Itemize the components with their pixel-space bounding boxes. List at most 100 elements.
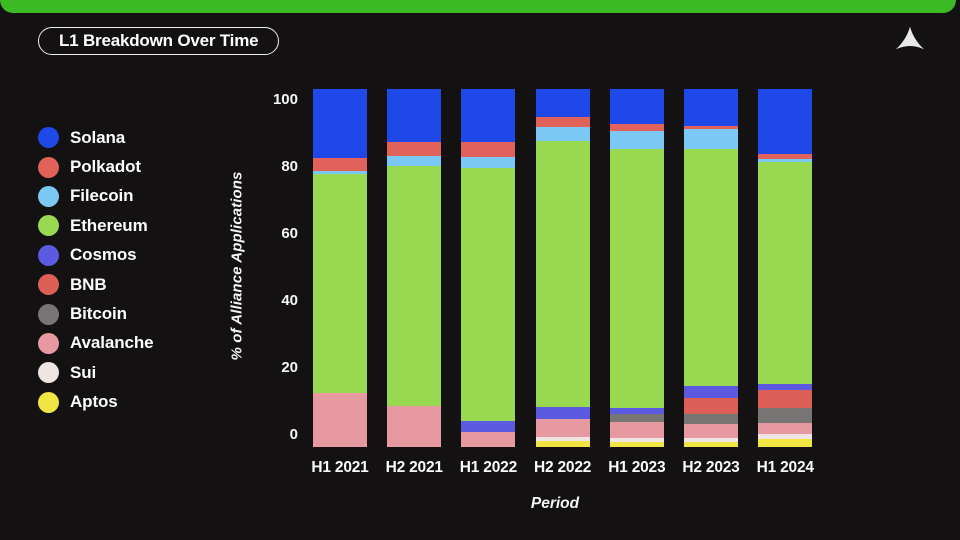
bar-segment-polkadot — [461, 141, 516, 157]
legend-swatch-icon — [38, 244, 59, 266]
bar-segment-bnb — [684, 397, 738, 415]
bar-segment-filecoin — [758, 158, 813, 163]
legend-item-sui: Sui — [38, 358, 154, 387]
bar-segment-filecoin — [461, 156, 516, 169]
bar-segment-solana — [461, 89, 516, 142]
legend-label: Polkadot — [70, 157, 141, 177]
bar-segment-bnb — [758, 390, 813, 409]
bar-segment-aptos — [684, 441, 738, 447]
bar-segment-sui — [758, 434, 813, 440]
legend-item-polkadot: Polkadot — [38, 152, 154, 181]
bar-segment-cosmos — [684, 385, 738, 398]
stacked-bar-h1-2022 — [461, 89, 516, 447]
bar-segment-ethereum — [387, 165, 442, 406]
bar-segment-cosmos — [609, 408, 664, 414]
legend-swatch-icon — [38, 127, 59, 149]
bar-segment-cosmos — [758, 384, 813, 391]
bar-segment-avalanche — [387, 405, 442, 447]
page-title: L1 Breakdown Over Time — [59, 31, 259, 50]
top-banner — [0, 0, 956, 13]
legend-item-solana: Solana — [38, 123, 154, 152]
bar-segment-ethereum — [461, 168, 516, 421]
legend-item-bitcoin: Bitcoin — [38, 299, 154, 328]
bar-segment-solana — [535, 89, 590, 118]
bar-segment-filecoin — [609, 130, 664, 150]
legend-label: Cosmos — [70, 245, 137, 265]
y-tick-label: 0 — [289, 426, 298, 443]
stacked-bar-h1-2024 — [758, 89, 813, 447]
bar-segment-bitcoin — [609, 413, 664, 422]
bar-segment-sui — [535, 437, 590, 441]
bar-segment-filecoin — [387, 155, 442, 166]
legend-label: Ethereum — [70, 215, 148, 235]
bar-segment-avalanche — [313, 392, 367, 447]
legend-swatch-icon — [38, 362, 59, 384]
legend-item-aptos: Aptos — [38, 388, 154, 417]
legend-item-ethereum: Ethereum — [38, 211, 154, 240]
bar-segment-ethereum — [758, 162, 813, 385]
legend-item-filecoin: Filecoin — [38, 182, 154, 211]
legend-swatch-icon — [38, 274, 59, 296]
y-tick-label: 100 — [272, 91, 298, 108]
bar-segment-cosmos — [535, 406, 590, 419]
bar-segment-polkadot — [609, 124, 664, 131]
bar-segment-bitcoin — [684, 414, 738, 425]
stacked-bar-h2-2021 — [387, 89, 442, 447]
bar-segment-avalanche — [535, 418, 590, 438]
bar-segment-solana — [758, 89, 813, 154]
legend-swatch-icon — [38, 332, 59, 354]
bar-segment-polkadot — [684, 125, 738, 129]
y-tick-label: 40 — [281, 292, 298, 309]
legend-item-bnb: BNB — [38, 270, 154, 299]
bar-segment-ethereum — [609, 149, 664, 409]
stacked-bar-h2-2022 — [535, 89, 590, 447]
legend-label: Sui — [70, 362, 97, 382]
alliance-triangle-logo-icon — [895, 26, 925, 50]
legend-swatch-icon — [38, 303, 59, 325]
chart-legend: Solana Polkadot Filecoin Ethereum Cosmos BNB B… — [38, 123, 154, 417]
legend-label: Filecoin — [70, 186, 134, 206]
bar-segment-aptos — [609, 441, 664, 447]
bar-segment-avalanche — [461, 432, 516, 447]
chart-title-badge: L1 Breakdown Over Time — [38, 27, 280, 55]
legend-swatch-icon — [38, 185, 59, 207]
bar-segment-solana — [387, 89, 442, 143]
bar-segment-aptos — [758, 439, 813, 447]
bar-segment-polkadot — [535, 117, 590, 128]
bar-segment-sui — [609, 438, 664, 442]
legend-swatch-icon — [38, 215, 59, 237]
stacked-bar-h1-2023 — [609, 89, 664, 447]
stacked-bar-h2-2023 — [684, 89, 738, 447]
bar-segment-solana — [684, 89, 738, 126]
bar-segment-avalanche — [609, 421, 664, 439]
x-tick-label: H2 2022 — [533, 459, 592, 476]
legend-item-avalanche: Avalanche — [38, 329, 154, 358]
y-tick-label: 80 — [281, 158, 298, 175]
legend-swatch-icon — [38, 391, 59, 413]
bar-segment-ethereum — [684, 148, 738, 386]
bar-segment-filecoin — [535, 127, 590, 142]
bar-segment-polkadot — [313, 157, 367, 172]
legend-item-cosmos: Cosmos — [38, 241, 154, 270]
legend-label: BNB — [70, 274, 107, 294]
bar-segment-avalanche — [684, 424, 738, 439]
bar-segment-ethereum — [313, 173, 367, 393]
bar-segment-polkadot — [387, 142, 442, 156]
legend-swatch-icon — [38, 156, 59, 178]
bar-segment-polkadot — [758, 153, 813, 159]
legend-label: Bitcoin — [70, 304, 127, 324]
bar-segment-solana — [313, 89, 367, 158]
bar-segment-bitcoin — [758, 408, 813, 424]
y-tick-label: 60 — [281, 225, 298, 242]
legend-label: Avalanche — [70, 333, 154, 353]
y-tick-label: 20 — [281, 359, 298, 376]
bar-segment-cosmos — [461, 420, 516, 433]
stacked-bar-h1-2021 — [313, 89, 367, 447]
bar-segment-avalanche — [758, 423, 813, 435]
legend-label: Solana — [70, 127, 126, 147]
x-tick-label: H1 2022 — [459, 459, 517, 476]
bar-segment-ethereum — [535, 141, 590, 407]
x-tick-label: H2 2021 — [385, 459, 443, 476]
bar-segment-filecoin — [313, 171, 367, 174]
x-tick-label: H1 2024 — [756, 459, 814, 476]
